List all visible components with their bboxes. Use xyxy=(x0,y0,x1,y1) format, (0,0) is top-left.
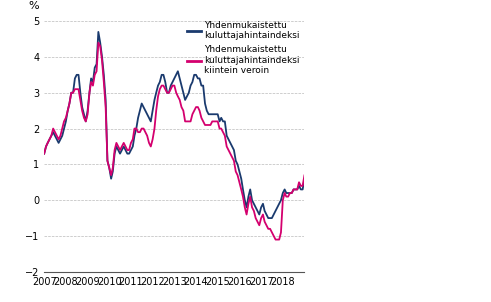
Legend: Yhdenmukaistettu
kuluttajahintaindeksi, Yhdenmukaistettu
kuluttajahintaindeksi
k: Yhdenmukaistettu kuluttajahintaindeksi, … xyxy=(187,21,300,75)
Text: %: % xyxy=(28,1,39,11)
